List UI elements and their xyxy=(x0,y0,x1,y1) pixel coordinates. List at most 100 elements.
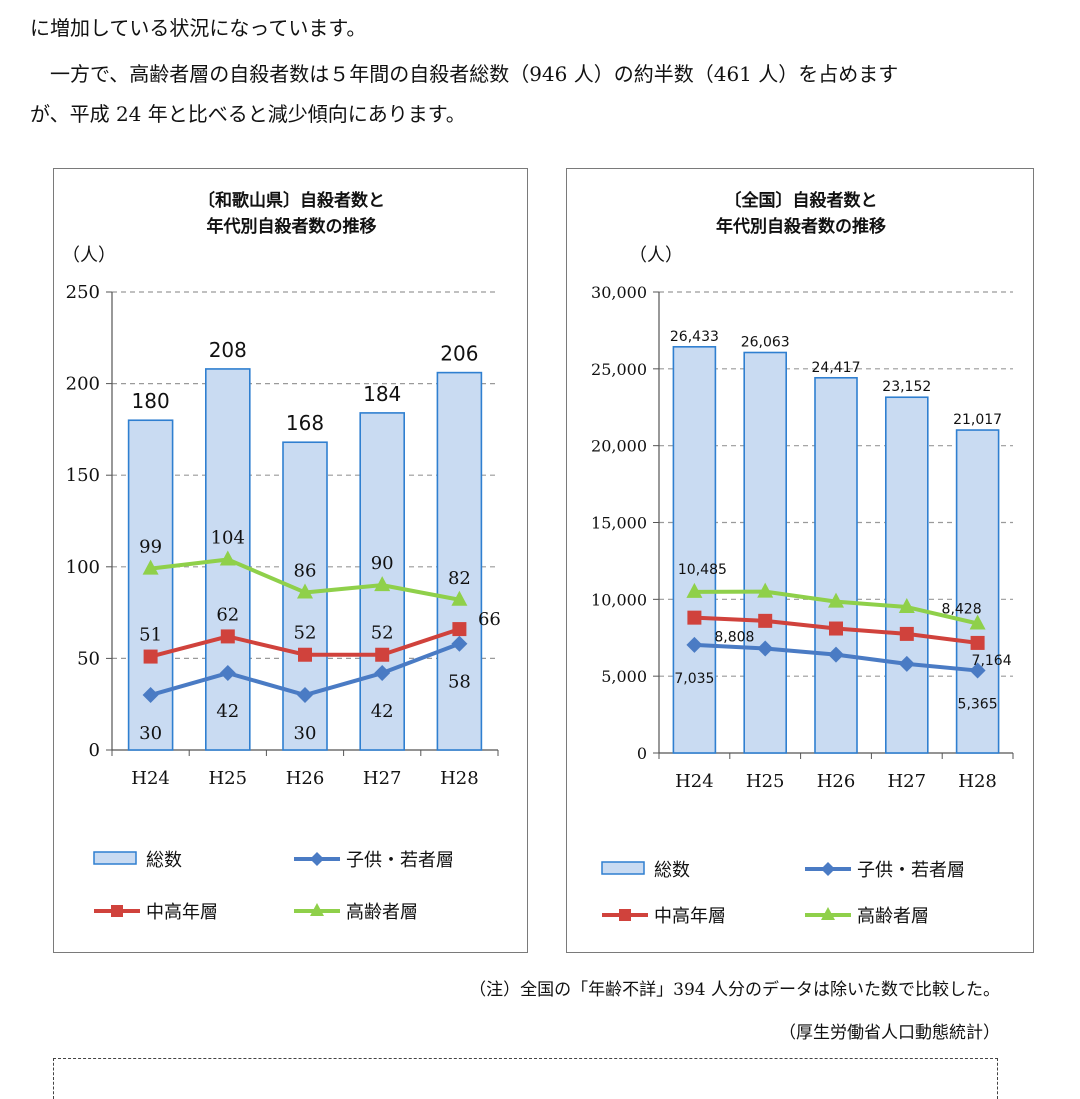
point-square xyxy=(899,626,914,641)
source-note: （厚生労働省人口動態統計） xyxy=(779,1023,1000,1043)
bar-data-label: 26,433 xyxy=(670,329,719,345)
x-tick-label: H27 xyxy=(363,768,402,789)
point-data-label: 7,164 xyxy=(972,653,1012,669)
point-data-label: 5,365 xyxy=(958,697,998,713)
point-triangle xyxy=(757,582,774,598)
point-diamond xyxy=(451,635,468,652)
bar-total xyxy=(955,429,1000,754)
wakayama-chart-panel: 〔和歌山県〕自殺者数と 年代別自殺者数の推移 （人） 0 50 100 150 200 250 H… xyxy=(53,168,528,953)
legend-label: 高齢者層 xyxy=(857,906,929,927)
bar-total xyxy=(884,396,929,754)
legend-label: 総数 xyxy=(654,860,690,881)
y-tick-label: 200 xyxy=(66,374,100,395)
point-square xyxy=(970,635,985,650)
point-data-label: 52 xyxy=(371,623,394,644)
body-paragraph-1: に増加している状況になっています。 xyxy=(30,16,367,40)
point-diamond xyxy=(898,655,915,672)
legend-marker xyxy=(310,852,324,866)
point-data-label: 8,808 xyxy=(714,630,754,646)
exclusion-note: （注）全国の「年齢不詳」394 人分のデータは除いた数で比較した。 xyxy=(469,980,1000,1000)
y-tick-label: 0 xyxy=(89,740,100,761)
point-data-label: 42 xyxy=(216,701,239,722)
point-triangle xyxy=(219,550,236,566)
point-triangle xyxy=(828,592,844,608)
bar-data-label: 168 xyxy=(286,411,324,435)
y-tick-label: 150 xyxy=(66,465,100,486)
dashed-box xyxy=(53,1058,998,1099)
body-paragraph-2: 一方で、高齢者層の自殺者数は５年間の自殺者総数（946 人）の約半数（461 人… xyxy=(30,54,1050,134)
legend-label: 総数 xyxy=(146,850,182,871)
chart-title: 〔和歌山県〕自殺者数と xyxy=(198,190,385,211)
y-tick-label: 5,000 xyxy=(601,667,647,686)
point-triangle xyxy=(297,583,313,599)
legend-marker xyxy=(310,903,324,916)
y-tick-label: 25,000 xyxy=(591,360,647,379)
legend-label: 中高年層 xyxy=(146,902,218,923)
y-tick-label: 20,000 xyxy=(591,437,647,456)
point-data-label: 66 xyxy=(478,609,501,630)
point-data-label: 82 xyxy=(448,568,471,589)
point-square xyxy=(758,613,773,628)
point-square xyxy=(220,629,235,644)
chart-subtitle: 年代別自殺者数の推移 xyxy=(207,216,377,237)
chart-subtitle: 年代別自殺者数の推移 xyxy=(716,216,886,237)
point-triangle xyxy=(969,614,986,630)
bar-total xyxy=(672,346,717,754)
legend-marker xyxy=(619,909,631,921)
legend-marker xyxy=(821,862,835,876)
x-tick-label: H28 xyxy=(958,771,997,792)
x-tick-label: H26 xyxy=(286,768,325,789)
bar-data-label: 206 xyxy=(440,342,478,366)
point-square xyxy=(375,647,390,662)
point-data-label: 99 xyxy=(139,537,162,558)
point-triangle xyxy=(686,582,703,598)
bar-total xyxy=(436,371,483,751)
bar-total xyxy=(814,376,858,754)
point-diamond xyxy=(969,662,986,679)
bar-data-label: 26,063 xyxy=(741,334,790,350)
national-chart-panel: 〔全国〕自殺者数と 年代別自殺者数の推移 （人） 0 5,000 10,000 15,000… xyxy=(566,168,1034,953)
y-tick-label: 100 xyxy=(66,557,100,578)
point-data-label: 58 xyxy=(448,672,471,693)
bar-data-label: 23,152 xyxy=(882,379,931,395)
point-diamond xyxy=(142,687,159,704)
x-tick-label: H25 xyxy=(208,768,247,789)
point-data-label: 30 xyxy=(139,723,162,744)
y-axis-label: （人） xyxy=(629,245,683,266)
y-axis-label: （人） xyxy=(62,245,116,266)
x-tick-label: H25 xyxy=(746,771,785,792)
body-paragraph-2-line-2: が、平成 24 年と比べると減少傾向にあります。 xyxy=(30,102,466,126)
y-tick-label: 0 xyxy=(637,744,647,763)
point-data-label: 90 xyxy=(371,553,394,574)
legend-label: 中高年層 xyxy=(654,906,726,927)
point-triangle xyxy=(898,598,915,614)
point-square xyxy=(829,621,843,636)
point-data-label: 42 xyxy=(371,701,394,722)
point-diamond xyxy=(828,646,844,663)
point-data-label: 30 xyxy=(294,723,317,744)
point-data-label: 8,428 xyxy=(942,601,982,617)
point-square xyxy=(687,610,702,625)
body-paragraph-2-line-1: 一方で、高齢者層の自殺者数は５年間の自殺者総数（946 人）の約半数（461 人… xyxy=(30,62,899,86)
point-triangle xyxy=(142,559,159,575)
bar-total xyxy=(127,419,174,751)
point-data-label: 10,485 xyxy=(678,562,727,578)
chart-title: 〔全国〕自殺者数と xyxy=(725,190,878,211)
point-diamond xyxy=(757,640,774,657)
point-data-label: 62 xyxy=(216,604,239,625)
point-diamond xyxy=(374,665,391,682)
legend-swatch-bar xyxy=(93,851,137,865)
legend-label: 子供・若者層 xyxy=(857,860,965,881)
legend-swatch-bar xyxy=(601,861,645,875)
point-square xyxy=(143,649,158,664)
point-square xyxy=(452,622,467,637)
bar-data-label: 208 xyxy=(209,338,247,362)
x-tick-label: H27 xyxy=(887,771,926,792)
bar-data-label: 21,017 xyxy=(953,412,1002,428)
bar-data-label: 180 xyxy=(132,389,170,413)
point-triangle xyxy=(451,590,468,606)
point-data-label: 104 xyxy=(211,527,245,548)
legend-label: 高齢者層 xyxy=(346,902,418,923)
